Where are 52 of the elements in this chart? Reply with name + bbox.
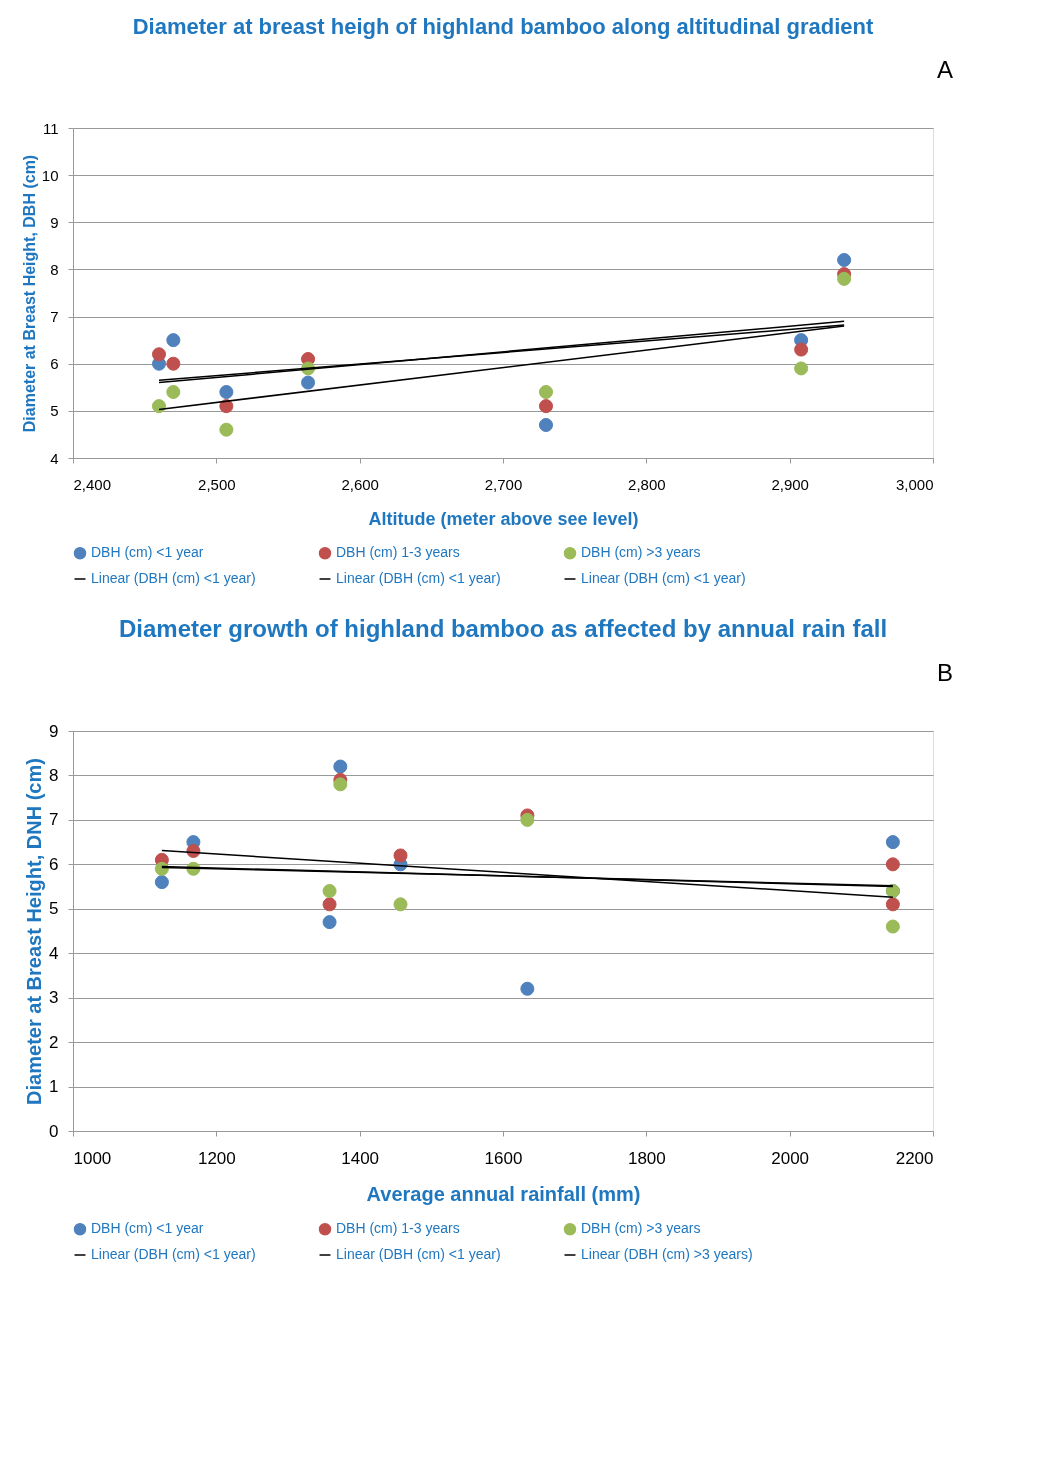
text: B [936, 659, 953, 686]
y-tick-label: 5 [49, 899, 59, 919]
y-tick-label: 11 [42, 119, 59, 137]
y-tick-label: 0 [49, 1121, 59, 1141]
legend-label: Linear (DBH (cm) <1 year) [91, 1246, 256, 1262]
x-tick-label: 2,700 [484, 475, 523, 493]
y-tick-label: 6 [50, 355, 59, 373]
legend-label: DBH (cm) <1 year [91, 1220, 204, 1237]
x-tick-label: 2,900 [771, 475, 809, 493]
x-tick-label: 2200 [895, 1148, 934, 1168]
y-tick-label: 1 [49, 1077, 59, 1097]
x-tick-label: 2000 [771, 1148, 810, 1168]
y-tick-label: 7 [50, 308, 59, 326]
y-axis-title: Diameter at Breast Height, DBH (cm) [20, 154, 38, 433]
x-tick-label: 1600 [484, 1148, 523, 1168]
legend-label: DBH (cm) 1-3 years [336, 544, 460, 561]
y-tick-label: 4 [49, 943, 59, 963]
y-tick-label: 6 [49, 854, 59, 874]
legend-label: Linear (DBH (cm) <1 year) [336, 570, 501, 586]
x-axis-title: Altitude (meter above see level) [368, 508, 639, 529]
y-tick-label: 4 [50, 449, 59, 467]
y-tick-label: 5 [50, 402, 59, 420]
legend-label: DBH (cm) >3 years [581, 1220, 701, 1237]
x-tick-label: 2,800 [628, 475, 666, 493]
x-tick-label: 1000 [73, 1148, 112, 1168]
y-tick-label: 2 [49, 1032, 59, 1052]
chart-title: Diameter at breast heigh of highland bamboo along altitudinal gradient [132, 14, 875, 39]
y-tick-label: 9 [50, 213, 59, 231]
x-tick-label: 1800 [627, 1148, 666, 1168]
x-tick-label: 2,600 [341, 475, 379, 493]
legend-label: DBH (cm) >3 years [581, 544, 701, 561]
x-tick-label: 2,400 [73, 475, 112, 493]
x-tick-label: 1400 [341, 1148, 380, 1168]
chart-title: Diameter growth of highland bamboo as affected by annual rain fall [118, 615, 888, 642]
y-tick-label: 8 [49, 765, 59, 785]
text: A [936, 56, 953, 83]
y-tick-label: 8 [50, 260, 59, 278]
legend-label: Linear (DBH (cm) <1 year) [581, 570, 746, 586]
x-tick-label: 2,500 [198, 475, 236, 493]
x-axis-title: Average annual rainfall (mm) [366, 1182, 641, 1205]
y-tick-label: 3 [49, 988, 59, 1008]
legend-label: Linear (DBH (cm) <1 year) [91, 570, 256, 586]
x-tick-label: 3,000 [895, 475, 934, 493]
y-tick-label: 7 [49, 810, 59, 830]
y-tick-label: 9 [49, 721, 59, 741]
legend-label: Linear (DBH (cm) >3 years) [581, 1246, 753, 1262]
legend-label: DBH (cm) 1-3 years [336, 1220, 460, 1237]
x-tick-label: 1200 [197, 1148, 236, 1168]
legend-label: DBH (cm) <1 year [91, 544, 204, 561]
y-axis-title: Diameter at Breast Height, DNH (cm) [23, 758, 46, 1105]
legend-label: Linear (DBH (cm) <1 year) [336, 1246, 501, 1262]
y-tick-label: 10 [41, 166, 59, 184]
